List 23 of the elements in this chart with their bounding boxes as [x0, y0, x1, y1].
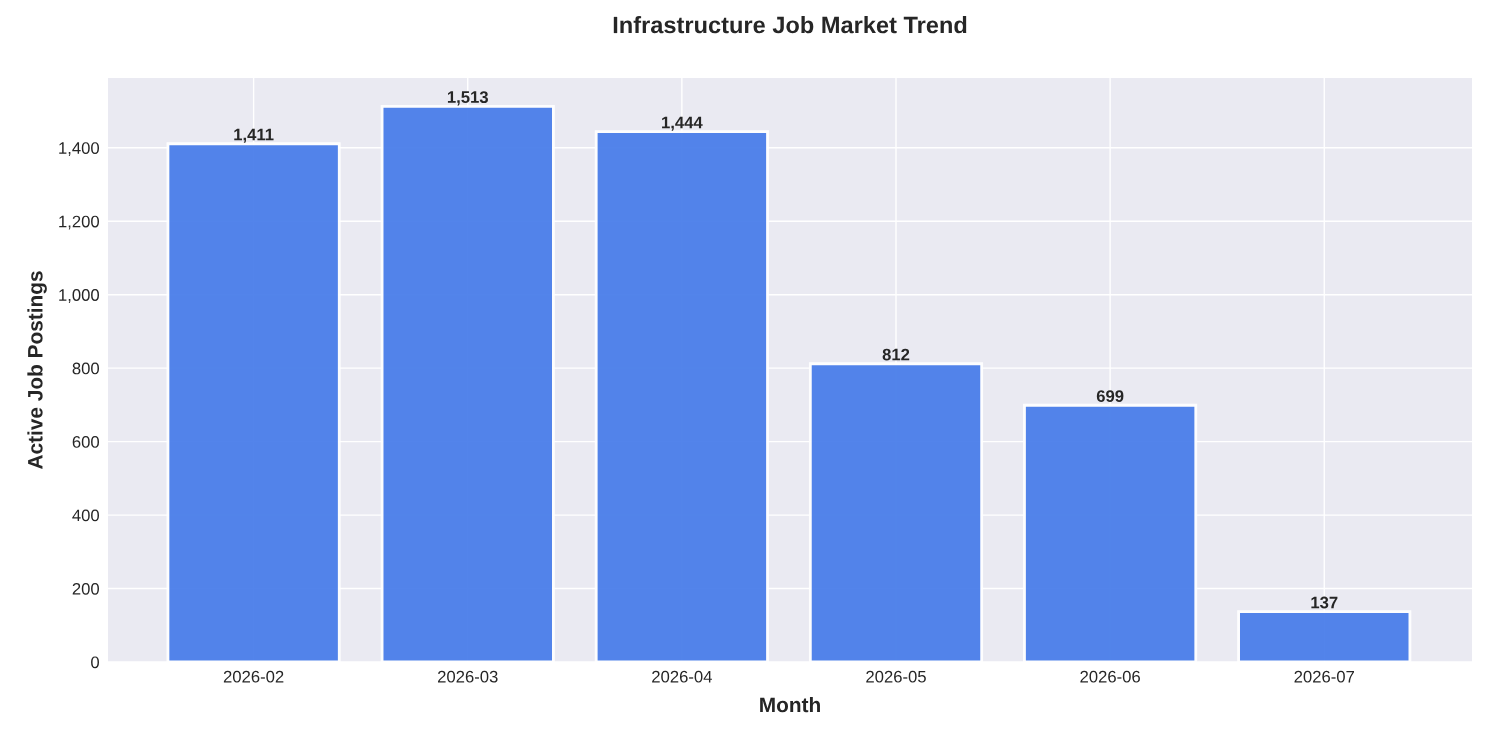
y-tick-label: 600 — [72, 436, 100, 448]
y-tick-label: 1,200 — [59, 215, 100, 230]
y-tick-label: 200 — [72, 582, 100, 595]
data-label: 1,411 — [234, 128, 274, 143]
x-tick-label: 2026-02 — [223, 670, 284, 683]
data-label: 699 — [1096, 390, 1124, 402]
y-tick-label: 1,400 — [59, 142, 100, 156]
x-tick-label: 2026-07 — [1294, 670, 1354, 683]
x-tick-label: 2026-05 — [866, 670, 926, 683]
x-tick-label: 2026-06 — [1080, 670, 1140, 683]
x-tick-label: 2026-04 — [652, 670, 712, 683]
y-axis-title: Active Job Postings — [27, 271, 47, 470]
data-label: 1,444 — [662, 116, 703, 131]
data-label: 812 — [882, 348, 910, 361]
x-tick-label: 2026-03 — [438, 670, 498, 683]
data-label: 137 — [1311, 596, 1338, 609]
data-label: 1,513 — [447, 91, 488, 106]
y-tick-label: 400 — [72, 509, 100, 522]
y-tick-label: 0 — [91, 656, 100, 669]
y-tick-label: 800 — [72, 362, 100, 375]
x-axis-title: Month — [760, 696, 820, 713]
y-tick-label: 1,000 — [59, 289, 100, 303]
chart-title: Infrastructure Job Market Trend — [613, 16, 967, 34]
